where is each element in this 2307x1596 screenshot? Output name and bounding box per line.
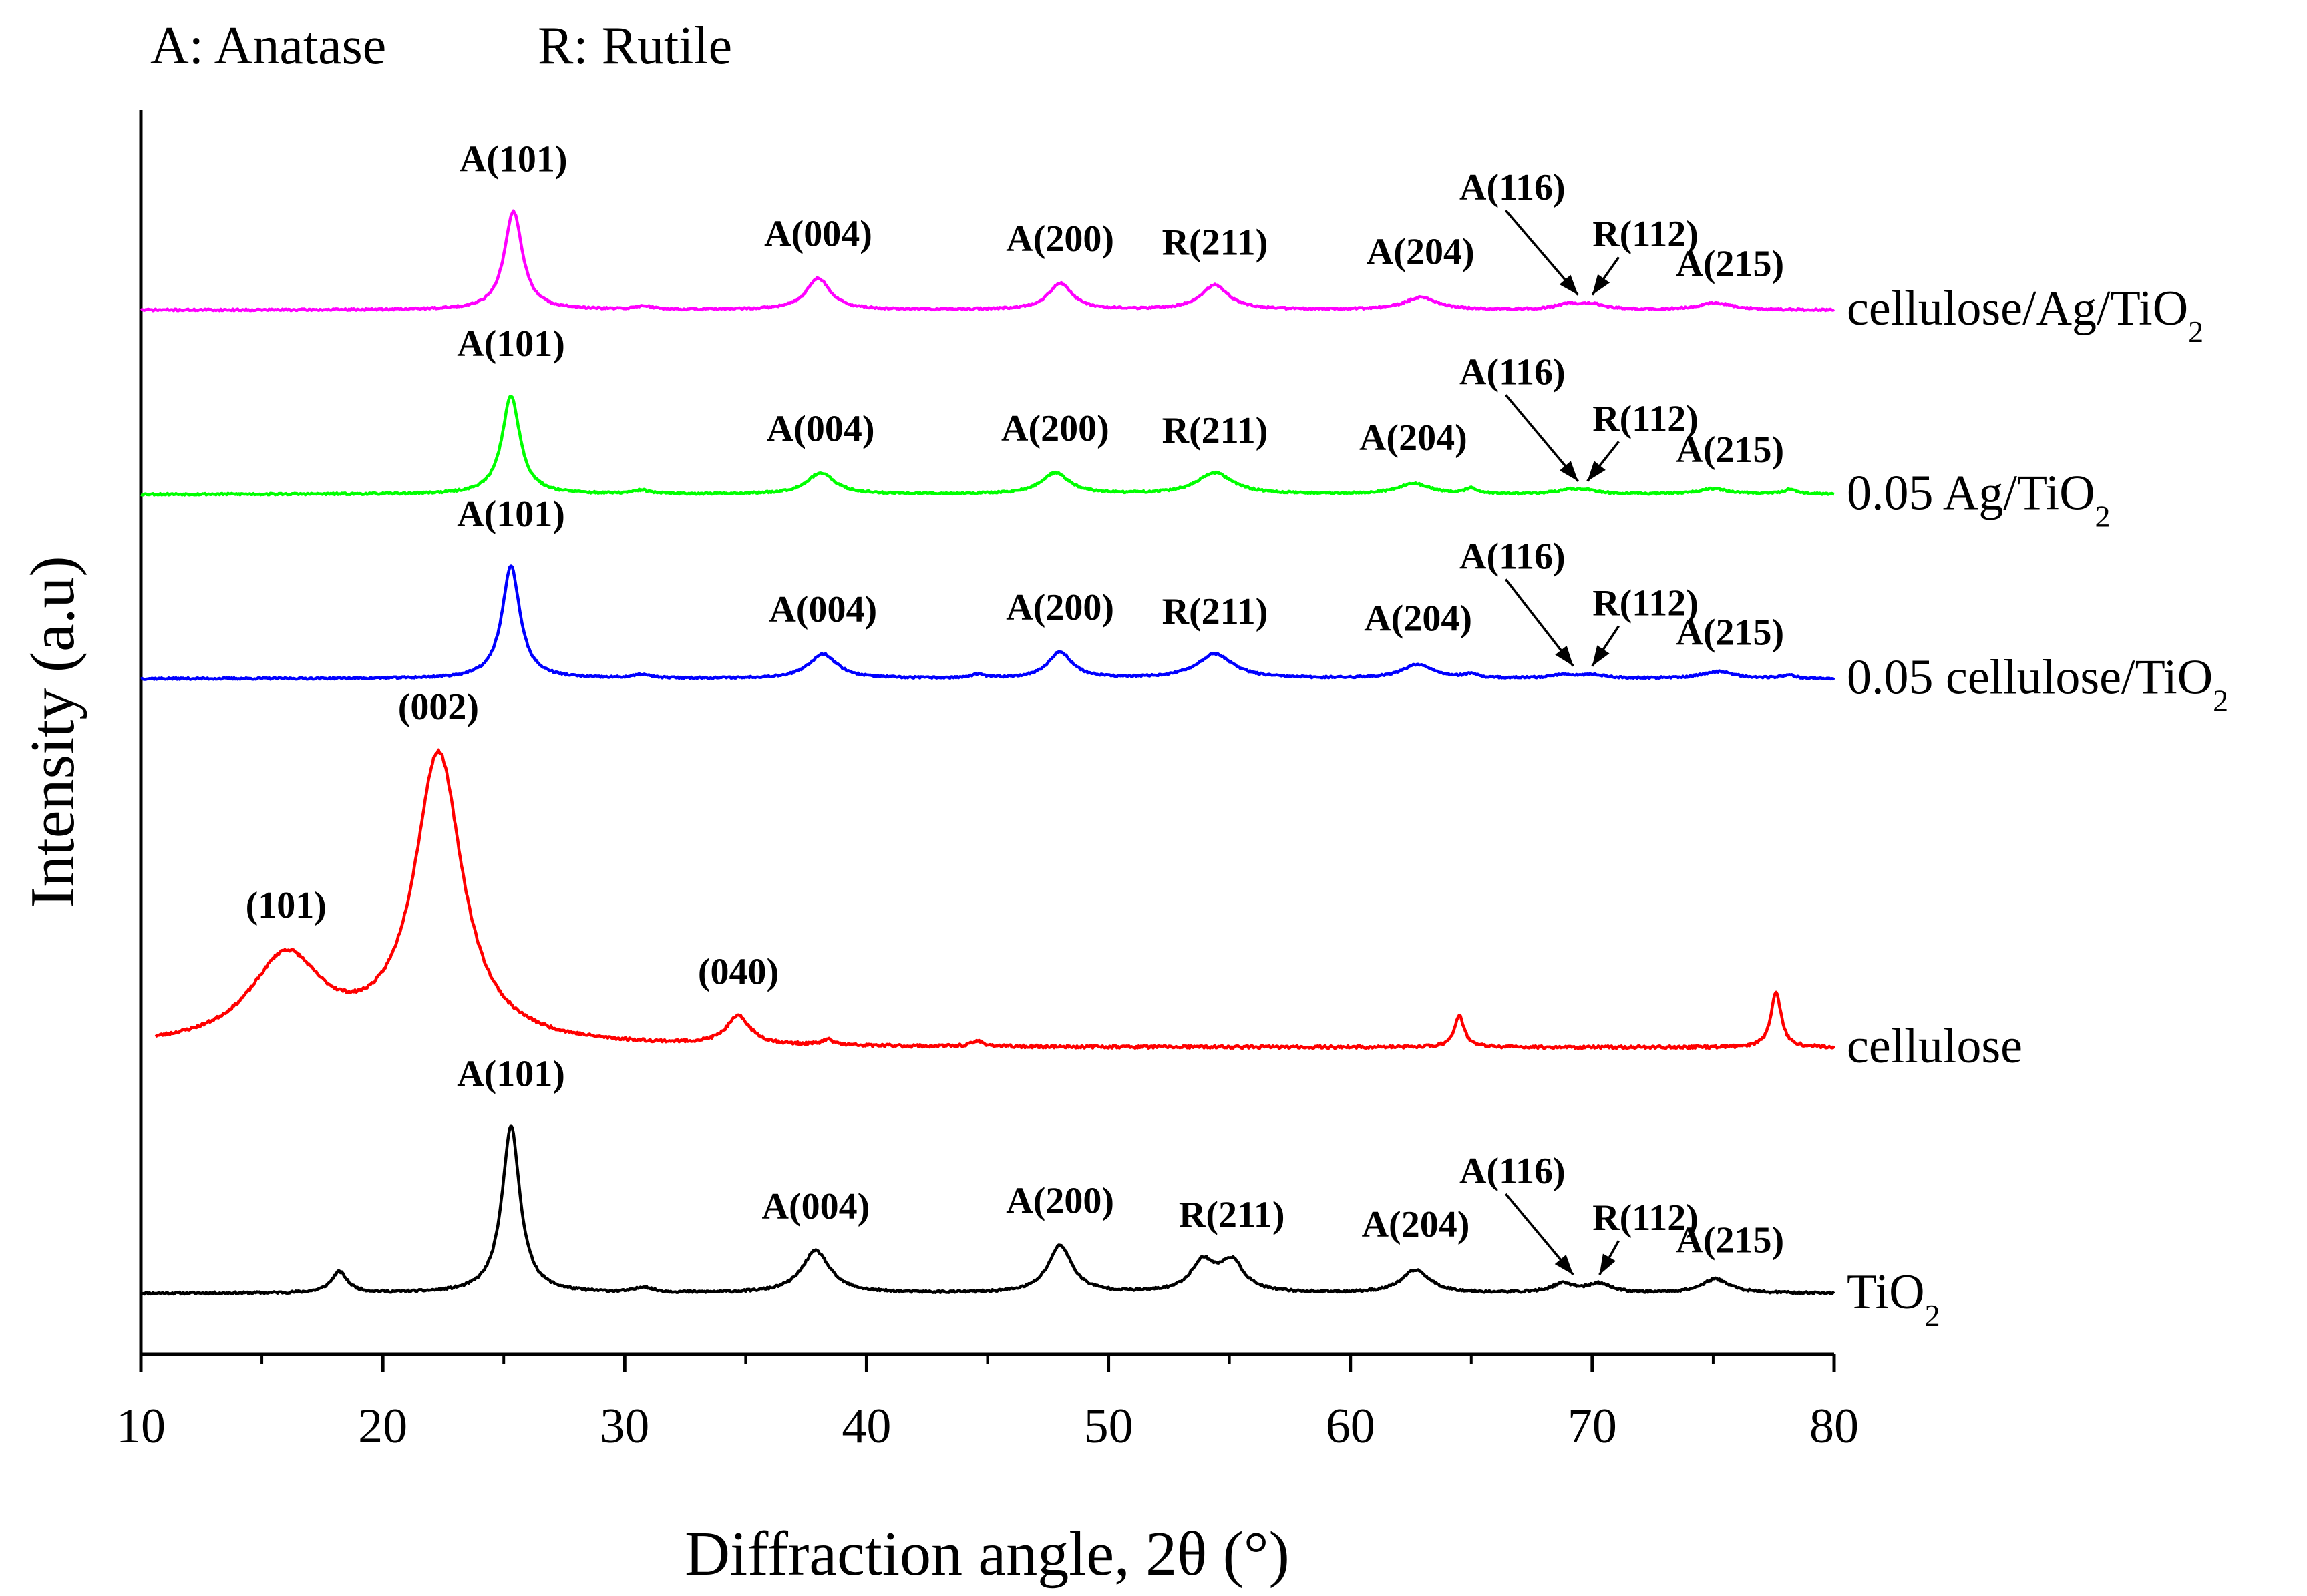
series-name: cellulose/Ag/TiO2 (1847, 281, 2203, 349)
series-name: 0.05 cellulose/TiO2 (1847, 650, 2228, 718)
x-tick-label: 80 (1809, 1399, 1859, 1454)
arrow-head (1559, 274, 1578, 295)
x-tick-label: 50 (1084, 1399, 1133, 1454)
peak-labels: A(101) A(004) A(200) R(211) A(204) A(116) R(11… (246, 139, 1785, 1261)
peak-label: (040) (698, 951, 779, 992)
peak-label: A(204) (1359, 417, 1467, 459)
arrow-head (1554, 1254, 1574, 1275)
peak-label: A(116) (1459, 1151, 1566, 1192)
series-name: 0.05 Ag/TiO2 (1847, 465, 2111, 533)
peak-label: A(101) (460, 139, 568, 180)
peak-label: A(116) (1459, 167, 1566, 208)
peak-label: A(200) (1006, 587, 1114, 628)
x-tick-label: 70 (1568, 1399, 1617, 1454)
arrow-head (1599, 1253, 1616, 1275)
series-name-subscript: 2 (2213, 684, 2228, 718)
series-name-main: cellulose/Ag/TiO (1847, 281, 2188, 336)
anatase-key: A: Anatase (150, 17, 386, 75)
trace-2 (140, 564, 1835, 681)
series-name-main: 0.05 Ag/TiO (1847, 465, 2095, 520)
peak-label: A(116) (1459, 536, 1566, 578)
peak-label: R(211) (1162, 410, 1268, 451)
series-name-main: 0.05 cellulose/TiO (1847, 650, 2213, 705)
peak-label: R(211) (1162, 222, 1268, 264)
peak-label: A(004) (764, 213, 872, 254)
peak-label: A(204) (1367, 231, 1475, 272)
peak-label: A(200) (1006, 218, 1114, 260)
arrow-head (1592, 274, 1610, 295)
x-tick-label: 60 (1326, 1399, 1375, 1454)
peak-label: (002) (398, 686, 479, 728)
peak-label: A(200) (1006, 1181, 1114, 1222)
peak-label: (101) (246, 885, 327, 926)
arrow-head (1555, 645, 1574, 666)
x-tick-label: 40 (842, 1399, 891, 1454)
x-ticks: 10 20 30 40 50 60 70 80 (116, 1354, 1859, 1454)
peak-label: A(204) (1362, 1204, 1470, 1245)
peak-label: A(215) (1676, 429, 1784, 471)
peak-arrows (1504, 210, 1620, 1276)
x-tick-label: 20 (358, 1399, 407, 1454)
series-name-main: cellulose (1847, 1019, 2022, 1074)
series-name: TiO2 (1847, 1265, 1940, 1332)
peak-label: A(101) (457, 323, 565, 365)
peak-label: A(101) (457, 493, 565, 535)
peak-label: A(215) (1676, 612, 1784, 654)
peak-label: A(004) (767, 408, 875, 449)
peak-label: R(211) (1179, 1194, 1285, 1235)
trace-4 (140, 209, 1835, 313)
peak-label: A(004) (762, 1186, 870, 1227)
peak-label: A(200) (1001, 408, 1109, 449)
peak-label: R(112) (1592, 398, 1699, 439)
x-tick-label: 30 (600, 1399, 649, 1454)
trace-1 (154, 748, 1835, 1050)
series-name-subscript: 2 (2095, 499, 2111, 533)
peak-label: R(112) (1592, 583, 1699, 624)
peak-label: A(116) (1459, 351, 1566, 393)
arrow-head (1587, 461, 1606, 481)
series-name: cellulose (1847, 1019, 2022, 1074)
peak-label: A(004) (769, 589, 877, 630)
x-tick-label: 10 (116, 1399, 166, 1454)
peak-label: A(215) (1676, 1219, 1784, 1261)
peak-label: A(101) (457, 1054, 565, 1095)
y-axis-title: Intensity (a.u) (18, 556, 87, 908)
series-name-subscript: 2 (1925, 1298, 1940, 1332)
peak-label: A(215) (1676, 243, 1784, 284)
trace-0 (140, 1124, 1835, 1296)
rutile-key: R: Rutile (538, 17, 732, 75)
trace-3 (140, 395, 1835, 497)
peak-label: A(204) (1364, 598, 1472, 640)
traces (140, 209, 1835, 1296)
series-name-main: TiO (1847, 1265, 1925, 1320)
peak-label: R(112) (1592, 1197, 1699, 1239)
peak-label: R(112) (1592, 214, 1699, 255)
arrow-head (1592, 645, 1610, 666)
x-axis-title: Diffraction angle, 2θ (°) (685, 1519, 1290, 1589)
series-name-subscript: 2 (2188, 315, 2203, 349)
peak-label: R(211) (1162, 591, 1268, 632)
arrow-head (1559, 461, 1578, 481)
